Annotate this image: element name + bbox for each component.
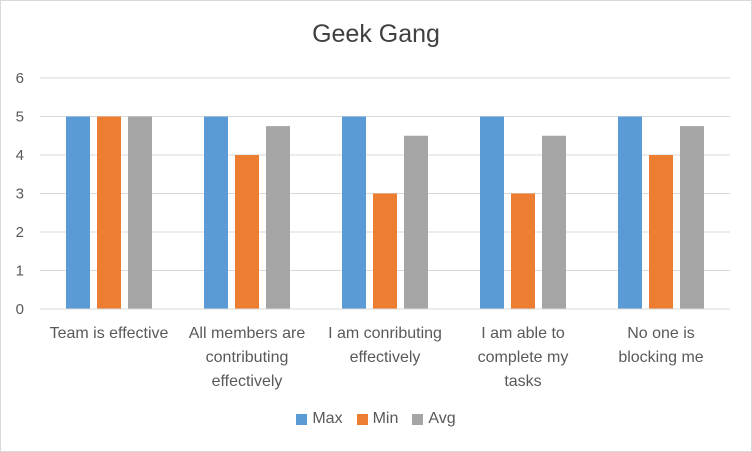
y-tick-label: 6 (16, 70, 24, 87)
bar-max (204, 116, 228, 309)
bar-min (235, 155, 259, 309)
chart-legend: Max Min Avg (0, 410, 752, 428)
x-category-label: I am conributing (328, 325, 442, 342)
bar-avg (404, 135, 428, 309)
bar-max (342, 116, 366, 309)
bar-avg (542, 135, 566, 309)
legend-label: Avg (428, 410, 456, 427)
bar-avg (266, 126, 290, 309)
bar-max (66, 116, 90, 309)
bar-avg (680, 126, 704, 309)
chart-title: Geek Gang (312, 20, 440, 48)
bar-max (618, 116, 642, 309)
bar-min (97, 116, 121, 309)
x-category-label: I am able to (481, 325, 565, 342)
x-category-label: effectively (350, 349, 421, 366)
legend-item-avg: Avg (412, 410, 456, 428)
bar-max (480, 116, 504, 309)
y-tick-label: 4 (16, 147, 24, 164)
y-tick-label: 1 (16, 263, 24, 280)
y-tick-label: 5 (16, 109, 24, 126)
bar-avg (128, 116, 152, 309)
legend-swatch (296, 413, 308, 425)
bar-min (511, 193, 535, 309)
x-category-label: No one is (627, 325, 695, 342)
x-category-label: effectively (212, 373, 283, 390)
legend-item-max: Max (296, 410, 343, 428)
y-tick-label: 2 (16, 224, 24, 241)
x-category-label: tasks (504, 373, 541, 390)
x-category-label: complete my (478, 349, 569, 366)
y-tick-label: 0 (16, 301, 24, 318)
x-category-label: All members are (189, 325, 306, 342)
bar-min (373, 193, 397, 309)
legend-label: Max (312, 410, 343, 427)
x-category-label: contributing (206, 349, 289, 366)
legend-swatch (356, 413, 368, 425)
legend-swatch (412, 413, 424, 425)
legend-label: Min (372, 410, 399, 427)
legend-item-min: Min (356, 410, 399, 428)
x-category-label: blocking me (618, 349, 703, 366)
x-category-label: Team is effective (50, 325, 169, 342)
bar-min (649, 155, 673, 309)
y-tick-label: 3 (16, 186, 24, 203)
